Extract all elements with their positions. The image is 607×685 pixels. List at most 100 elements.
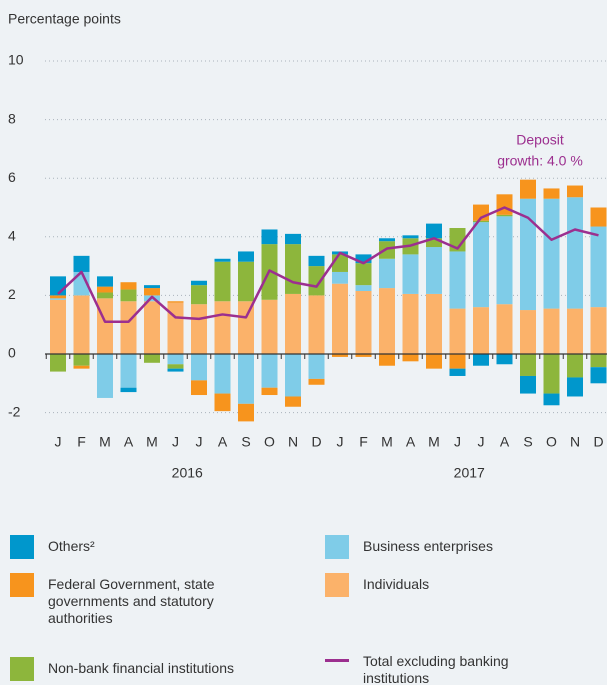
bar-segment [50,295,66,299]
bar-segment [214,393,231,412]
x-tick-label: J [478,434,485,450]
bar-segment [590,207,607,227]
x-tick-label: J [454,434,461,450]
bar-segment [167,368,184,372]
bar-segment [590,367,607,384]
bar-segment [520,179,536,199]
bar-segment [379,354,395,366]
bar-segment [50,299,66,354]
bar-segment [97,292,113,299]
bar-segment [520,375,536,394]
bar-segment [238,261,254,302]
bar-segment [50,354,66,372]
bar-segment [449,308,466,354]
x-tick-label: O [546,434,557,450]
x-tick-label: S [241,434,250,450]
legend-item: Total excluding banking institutions [325,653,555,685]
bar-segment [426,293,442,354]
bar-segment [520,310,536,354]
bar-segment [332,354,348,357]
legend-label: Business enterprises [363,538,493,554]
legend-swatch [10,535,34,559]
bar-segment [285,293,301,354]
annotation: Deposit [516,132,564,148]
legend-item: Business enterprises [325,535,555,559]
bar-segment [167,301,184,303]
bar-segment [426,247,442,294]
bar-segment [144,301,160,354]
bar-segment [261,229,278,245]
bar-segment [355,263,372,286]
bar-segment [520,354,536,376]
x-tick-label: N [288,434,298,450]
bar-segment [449,251,466,309]
bar-segment [73,295,90,354]
legend-label: Others² [48,538,95,554]
bar-segment [285,244,301,294]
x-tick-label: N [570,434,580,450]
x-tick-label: F [359,434,368,450]
bar-segment [191,280,207,286]
x-group-label: 2017 [454,465,485,481]
bar-segment [191,304,207,354]
bar-segment [261,354,278,388]
bar-segment [120,289,137,302]
legend-item: Individuals [325,573,555,597]
bar-segment [355,254,372,264]
bar-segment [567,308,583,354]
x-tick-label: A [124,434,134,450]
bar-segment [355,285,372,292]
bar-segment [120,301,137,354]
bar-segment [214,354,231,394]
bar-segment [308,255,325,267]
bar-segment [73,365,90,369]
bar-segment [120,354,137,388]
bar-segment [308,378,325,385]
legend: Others² Business enterprises Federal Gover… [0,520,607,685]
bar-segment [379,258,395,289]
bar-segment [308,354,325,379]
bar-segment [402,254,419,294]
legend-swatch [325,535,349,559]
bar-segment [285,233,301,245]
y-tick-label: 6 [8,169,16,185]
x-tick-label: M [146,434,158,450]
bar-segment [97,276,113,287]
legend-item: Federal Government, state governments an… [10,573,240,627]
bar-segment [308,266,325,296]
bar-segment [473,354,489,366]
bar-segment [191,354,207,381]
bar-segment [449,368,466,376]
x-tick-label: A [218,434,228,450]
total-line [57,206,599,324]
bar-segment [144,285,160,289]
bar-segment [543,188,560,199]
bar-segment [308,295,325,354]
bar-segment [567,185,583,198]
legend-label: Individuals [363,576,430,592]
x-tick-label: A [500,434,510,450]
y-tick-label: 4 [8,228,16,244]
bar-segment [238,301,254,354]
y-tick-label: 10 [8,52,24,68]
bar-segment [567,354,583,378]
x-tick-label: M [428,434,440,450]
legend-swatch [325,659,349,662]
bar-segment [238,251,254,262]
bar-segment [332,283,348,354]
bar-segment [167,354,184,365]
bar-segment [402,354,419,362]
bar-segment [97,298,113,354]
y-tick-label: 2 [8,286,16,302]
bar-segment [214,261,231,302]
bar-segment [73,354,90,366]
x-tick-label: A [406,434,416,450]
bar-segment [496,214,513,217]
x-tick-label: D [593,434,603,450]
bar-segment [426,354,442,369]
x-group-label: 2016 [172,465,203,481]
bar-segment [473,220,489,223]
bar-segment [167,302,184,354]
x-tick-label: M [99,434,111,450]
